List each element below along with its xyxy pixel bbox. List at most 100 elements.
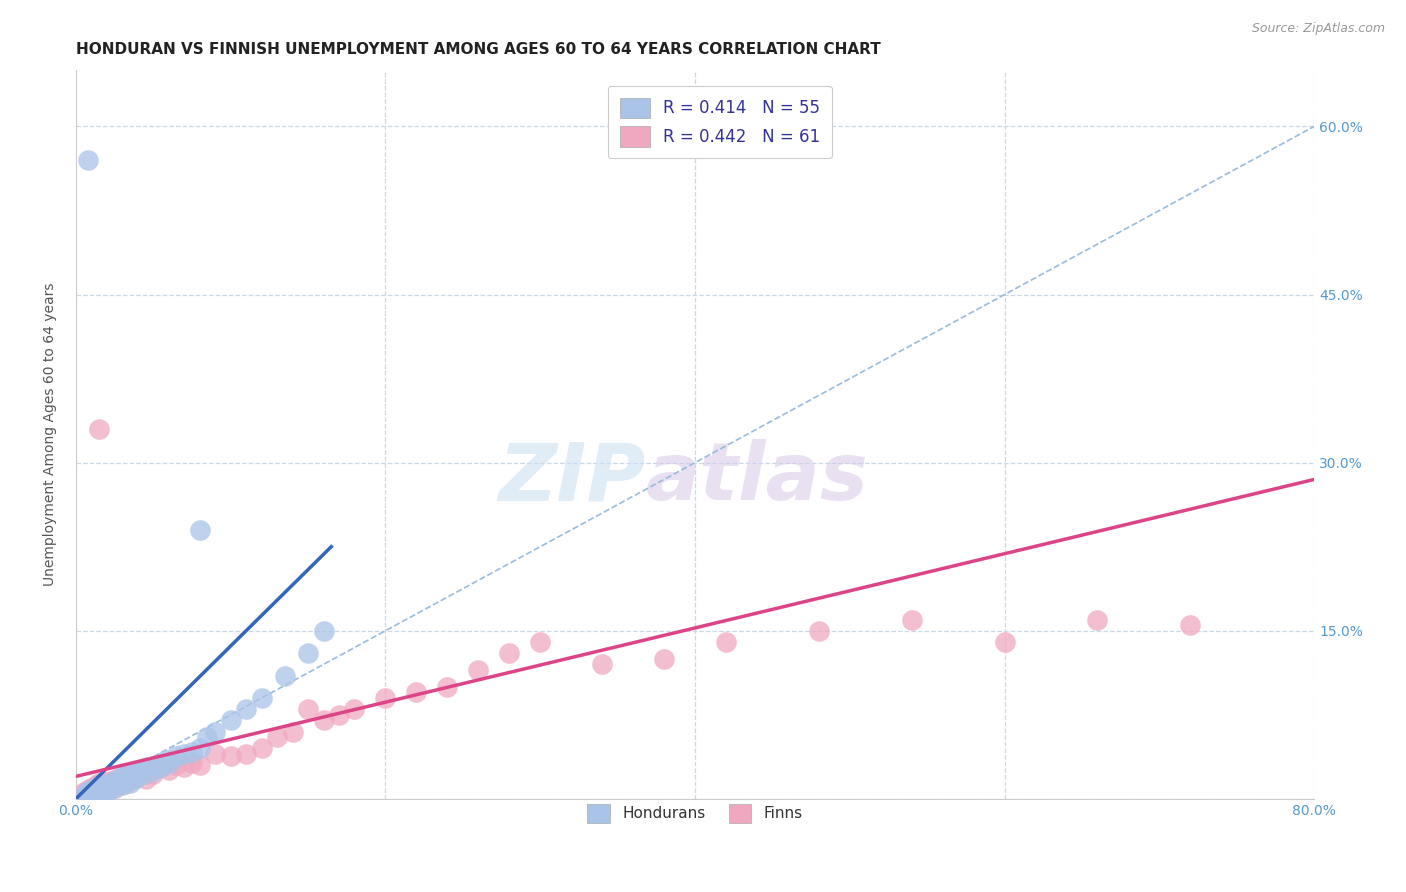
Point [173,760,195,774]
Point [96,784,118,798]
Point [993,635,1015,649]
Point [136,760,159,774]
Point [328,707,350,722]
Point [96,780,118,794]
Point [103,780,125,795]
Point [91,781,114,796]
Point [124,767,146,781]
Point [266,730,288,744]
Point [84,778,107,792]
Point [72,785,94,799]
Point [157,763,180,777]
Text: ZIP: ZIP [498,440,645,517]
Point [188,523,211,537]
Point [121,764,143,779]
Point [87,778,110,792]
Point [166,758,188,772]
Point [80,782,103,797]
Point [80,780,103,795]
Point [118,776,141,790]
Point [173,747,195,761]
Point [150,760,173,774]
Point [591,657,613,672]
Point [467,663,489,677]
Point [111,778,134,792]
Text: Source: ZipAtlas.com: Source: ZipAtlas.com [1251,22,1385,36]
Point [115,767,138,781]
Point [166,749,188,764]
Text: atlas: atlas [645,440,869,517]
Point [900,613,922,627]
Point [274,668,297,682]
Point [121,772,143,786]
Point [97,780,120,795]
Point [107,777,129,791]
Point [281,724,304,739]
Point [103,773,125,788]
Point [94,782,117,797]
Point [87,785,110,799]
Point [219,714,242,728]
Point [297,702,319,716]
Point [100,781,122,796]
Point [94,782,117,797]
Point [188,741,211,756]
Point [145,758,167,772]
Point [108,776,131,790]
Point [129,764,152,778]
Point [127,769,149,783]
Point [86,782,108,797]
Point [181,756,204,770]
Point [80,788,103,802]
Point [498,646,520,660]
Point [87,776,110,790]
Point [155,753,177,767]
Point [714,635,737,649]
Point [181,745,204,759]
Point [76,786,98,800]
Point [1087,613,1109,627]
Point [101,775,124,789]
Point [77,153,100,167]
Point [1180,618,1202,632]
Point [250,690,273,705]
Point [83,785,105,799]
Point [405,685,427,699]
Point [436,680,458,694]
Point [114,775,136,789]
Point [343,702,366,716]
Point [91,781,114,796]
Point [90,784,112,798]
Point [108,772,131,786]
Point [93,780,115,794]
Point [652,652,675,666]
Point [111,769,134,783]
Point [72,789,94,803]
Point [157,756,180,770]
Point [117,769,139,783]
Point [127,769,149,783]
Point [100,773,122,788]
Point [69,789,91,803]
Point [139,764,162,778]
Text: HONDURAN VS FINNISH UNEMPLOYMENT AMONG AGES 60 TO 64 YEARS CORRELATION CHART: HONDURAN VS FINNISH UNEMPLOYMENT AMONG A… [76,42,880,57]
Point [204,724,226,739]
Point [150,760,173,774]
Point [135,772,157,786]
Point [83,784,105,798]
Point [529,635,551,649]
Point [235,747,257,761]
Point [76,788,98,802]
Point [807,624,830,638]
Point [219,749,242,764]
Point [235,702,257,716]
Point [188,758,211,772]
Point [129,764,152,779]
Point [142,767,165,781]
Legend: Hondurans, Finns: Hondurans, Finns [575,792,815,835]
Point [142,764,165,778]
Point [250,741,273,756]
Point [98,778,121,792]
Point [97,775,120,789]
Point [105,772,128,786]
